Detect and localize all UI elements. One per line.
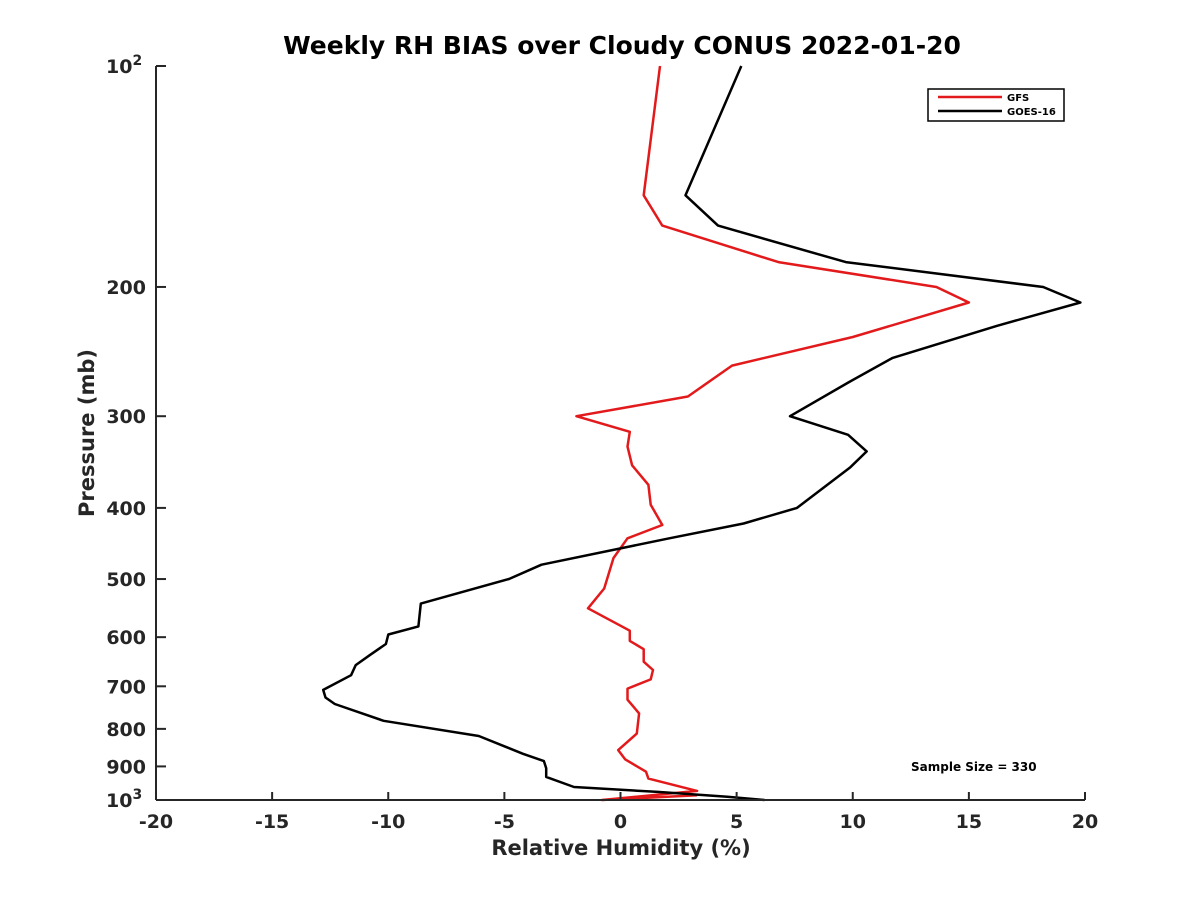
y-tick-label: 800: [106, 719, 146, 741]
legend-box: [927, 88, 1065, 122]
x-tick-label: 0: [614, 811, 627, 833]
x-tick-label: -15: [255, 811, 289, 833]
y-axis-ticks: 102 200 300 400 500 600 700 800 900 103: [106, 53, 166, 812]
plot-area: [321, 65, 1082, 802]
chart-title: Weekly RH BIAS over Cloudy CONUS 2022-01…: [283, 31, 961, 60]
series-line-gfs: [575, 65, 971, 802]
y-tick-label: 900: [106, 756, 146, 778]
y-tick-label: 500: [106, 569, 146, 591]
y-tick-label: 200: [106, 277, 146, 299]
x-tick-label: 5: [730, 811, 743, 833]
x-tick-label: 20: [1072, 811, 1098, 833]
x-axis-ticks: -20 -15 -10 -5 0 5 10 15 20: [139, 792, 1098, 833]
x-tick-label: 15: [956, 811, 982, 833]
x-axis-label: Relative Humidity (%): [491, 836, 750, 860]
y-tick-label: 600: [106, 627, 146, 649]
sample-size-annotation: Sample Size = 330: [911, 760, 1037, 774]
x-tick-label: 10: [840, 811, 866, 833]
y-tick-label: 103: [106, 787, 142, 812]
y-axis-label: Pressure (mb): [75, 349, 99, 517]
x-tick-label: -5: [494, 811, 515, 833]
y-tick-label: 400: [106, 498, 146, 520]
x-tick-label: -10: [371, 811, 405, 833]
legend-label-gfs: GFS: [1007, 93, 1029, 104]
legend: GFS GOES-16: [927, 88, 1065, 122]
legend-label-goes-16: GOES-16: [1007, 107, 1056, 118]
y-tick-label: 300: [106, 406, 146, 428]
series-line-goes-16: [321, 65, 1082, 802]
y-tick-label: 102: [106, 53, 142, 78]
y-tick-label: 700: [106, 676, 146, 698]
x-tick-label: -20: [139, 811, 173, 833]
